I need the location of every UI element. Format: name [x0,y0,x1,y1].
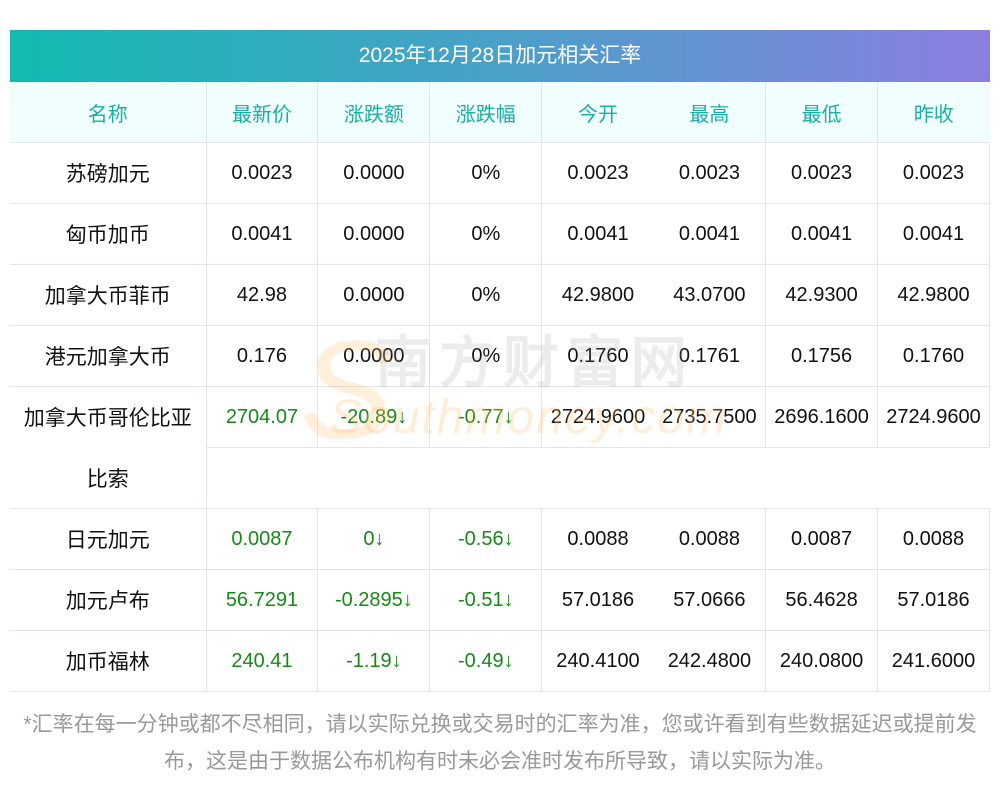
rate-cell: 0% [429,142,542,204]
rate-cell: 0.0000 [317,325,430,387]
table-header: 名称 最新价 涨跌额 涨跌幅 今开 最高 最低 昨收 [10,82,990,143]
column-header: 最新价 [205,82,318,143]
table-row: 日元加元 0.0087 0↓ -0.56↓ 0.0088 0.0088 0.0087 0.00… [10,508,990,570]
rate-cell: 0.0023 [653,142,766,204]
rate-cell: 0% [429,203,542,265]
rate-cell: 2696.1600 [765,386,878,448]
rate-cell: 0.0087 [765,508,878,570]
table-row: 苏磅加元 0.0023 0.0000 0% 0.0023 0.0023 0.0023 0.00… [10,142,990,204]
table-row: 加币福林 240.41 -1.19↓ -0.49↓ 240.4100 242.4800 24… [10,630,990,692]
watermark-logo: S [300,311,394,468]
currency-pair-name: 加拿大币哥伦比亚 [23,407,192,431]
rate-cell: 0.1756 [765,325,878,387]
rate-cell: 240.41 [205,630,318,692]
rate-cell: 240.0800 [765,630,878,692]
exchange-rate-table: 名称 最新价 涨跌额 涨跌幅 今开 最高 最低 昨收 苏磅加元 0.0023 0.0000 0% 0.… [10,82,990,692]
table-row: 港元加拿大币 0.176 0.0000 0% 0.1760 0.1761 0.1756 0.1… [10,325,990,387]
rate-cell: 0.0088 [877,508,990,570]
empty-cell [205,447,990,509]
rate-cell: 0.0041 [205,203,318,265]
rate-cell: -1.19↓ [317,630,430,692]
rate-cell: -20.89↓ [317,386,430,448]
rate-cell: 2704.07 [205,386,318,448]
currency-pair-name: 加拿大币菲币 [10,264,206,326]
column-header: 最高 [653,82,766,143]
rate-cell: 0.0023 [765,142,878,204]
rate-cell: 42.9300 [765,264,878,326]
page-title: 2025年12月28日加元相关汇率 [10,30,990,82]
rate-cell: -0.56↓ [429,508,542,570]
rate-cell: -0.49↓ [429,630,542,692]
rate-cell: 0.1760 [541,325,654,387]
currency-pair-name: 加元卢布 [10,569,206,631]
rate-cell: 43.0700 [653,264,766,326]
table-row-continuation: 比索 [10,447,990,509]
currency-pair-name: 匈币加币 [10,203,206,265]
watermark-en: Southmoney.com [330,391,728,444]
rate-cell: 0↓ [317,508,430,570]
currency-pair-name: 日元加元 [10,508,206,570]
rate-cell: 0.1760 [877,325,990,387]
column-header: 涨跌幅 [429,82,542,143]
rate-cell: 0.0087 [205,508,318,570]
rate-cell: -0.2895↓ [317,569,430,631]
rate-cell: 0.0023 [205,142,318,204]
rate-cell: 0% [429,264,542,326]
rate-cell: 56.7291 [205,569,318,631]
column-header: 名称 [10,82,206,143]
currency-pair-name: 港元加拿大币 [10,325,206,387]
column-header: 最低 [765,82,878,143]
rate-cell: 242.4800 [653,630,766,692]
rate-cell: 42.98 [205,264,318,326]
table-row: 加拿大币哥伦比亚 2704.07 -20.89↓ -0.77↓ 2724.9600 273… [10,386,990,448]
rate-cell: -0.77↓ [429,386,542,448]
disclaimer-note: *汇率在每一分钟或都不尽相同，请以实际兑换或交易时的汇率为准，您或许看到有些数据… [23,713,977,773]
rate-cell: 42.9800 [541,264,654,326]
rate-cell: 0.0088 [653,508,766,570]
rate-cell: 0.0000 [317,203,430,265]
rate-cell: 241.6000 [877,630,990,692]
rate-cell: 57.0186 [877,569,990,631]
rate-cell: 0.0023 [877,142,990,204]
currency-pair-name-continued: 比索 [10,447,206,509]
rate-cell: 240.4100 [541,630,654,692]
rate-cell: 57.0666 [653,569,766,631]
rate-cell: 2735.7500 [653,386,766,448]
rate-cell: 0.0041 [653,203,766,265]
table-row: 加元卢布 56.7291 -0.2895↓ -0.51↓ 57.0186 57.0666 5… [10,569,990,631]
rate-cell: 0.0000 [317,264,430,326]
rate-cell: 0.0041 [541,203,654,265]
currency-pair-name: 加币福林 [10,630,206,692]
rate-cell: 42.9800 [877,264,990,326]
column-header: 昨收 [877,82,990,143]
column-header: 今开 [541,82,654,143]
rate-cell: 0.176 [205,325,318,387]
rate-cell: 0.0023 [541,142,654,204]
rate-cell: 0.0088 [541,508,654,570]
rate-cell: 0.1761 [653,325,766,387]
rate-cell: 2724.9600 [541,386,654,448]
rate-cell: 0% [429,325,542,387]
rate-cell: -0.51↓ [429,569,542,631]
rate-cell: 0.0000 [317,142,430,204]
table-row: 匈币加币 0.0041 0.0000 0% 0.0041 0.0041 0.0041 0.00… [10,203,990,265]
table-row: 加拿大币菲币 42.98 0.0000 0% 42.9800 43.0700 42.9300… [10,264,990,326]
column-header: 涨跌额 [317,82,430,143]
watermark-cn: 南方财富网 [375,331,695,394]
rate-cell: 2724.9600 [877,386,990,448]
rate-cell: 56.4628 [765,569,878,631]
rate-cell: 0.0041 [765,203,878,265]
currency-pair-name: 苏磅加元 [10,142,206,204]
rate-cell: 57.0186 [541,569,654,631]
rate-cell: 0.0041 [877,203,990,265]
